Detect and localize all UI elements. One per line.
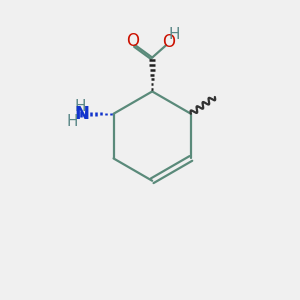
Text: N: N <box>74 105 89 123</box>
Text: H: H <box>169 27 180 42</box>
Text: O: O <box>162 33 175 51</box>
Text: H: H <box>66 114 78 129</box>
Text: O: O <box>126 32 139 50</box>
Text: H: H <box>75 99 86 114</box>
